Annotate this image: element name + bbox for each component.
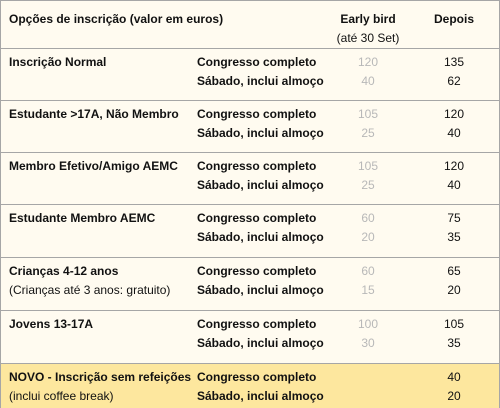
option: Congresso completo bbox=[197, 211, 317, 225]
header-title: Opções de inscrição (valor em euros) bbox=[9, 12, 224, 26]
group-label: Estudante >17A, Não Membro bbox=[9, 107, 179, 121]
option: Sábado, inclui almoço bbox=[197, 74, 324, 88]
group-label: Inscrição Normal bbox=[9, 55, 107, 69]
after-price: 105 bbox=[443, 317, 465, 331]
early-bird-price: 25 bbox=[361, 126, 375, 140]
group-label: Estudante Membro AEMC bbox=[9, 211, 156, 225]
early-bird-price: 20 bbox=[361, 230, 375, 244]
early-bird-price: 25 bbox=[361, 178, 375, 192]
option: Sábado, inclui almoço bbox=[197, 336, 324, 350]
after-price: 40 bbox=[447, 178, 461, 192]
option: Sábado, inclui almoço bbox=[197, 230, 324, 244]
early-bird-price: 60 bbox=[361, 211, 375, 225]
group-label: Membro Efetivo/Amigo AEMC bbox=[9, 159, 178, 173]
option: Congresso completo bbox=[197, 55, 317, 69]
table-group: Jovens 13-17A Congresso completo 100 105 Sáb… bbox=[1, 310, 499, 364]
early-bird-price: 120 bbox=[357, 55, 379, 69]
table-group: Membro Efetivo/Amigo AEMC Congresso compl… bbox=[1, 152, 499, 205]
after-price: 20 bbox=[447, 389, 461, 403]
option: Sábado, inclui almoço bbox=[197, 178, 324, 192]
option: Sábado, inclui almoço bbox=[197, 126, 324, 140]
group-note: (inclui coffee break) bbox=[9, 389, 114, 403]
after-price: 65 bbox=[447, 264, 461, 278]
option: Sábado, inclui almoço bbox=[197, 283, 324, 297]
group-label: Crianças 4-12 anos bbox=[9, 264, 119, 278]
option: Congresso completo bbox=[197, 370, 317, 384]
group-label: Jovens 13-17A bbox=[9, 317, 94, 331]
early-bird-price: 30 bbox=[361, 336, 375, 350]
early-bird-price: 105 bbox=[357, 107, 379, 121]
option: Congresso completo bbox=[197, 317, 317, 331]
after-price: 120 bbox=[443, 107, 465, 121]
option: Congresso completo bbox=[197, 159, 317, 173]
after-price: 35 bbox=[447, 230, 461, 244]
table-group: Estudante Membro AEMC Congresso completo 6… bbox=[1, 204, 499, 258]
after-price: 40 bbox=[447, 370, 461, 384]
group-label: NOVO - Inscrição sem refeições bbox=[9, 370, 192, 384]
early-bird-price: 105 bbox=[357, 159, 379, 173]
option: Congresso completo bbox=[197, 264, 317, 278]
option: Sábado, inclui almoço bbox=[197, 389, 324, 403]
table-group: Estudante >17A, Não Membro Congresso comp… bbox=[1, 100, 499, 153]
after-price: 135 bbox=[443, 55, 465, 69]
header-early-bird: Early bird bbox=[340, 12, 396, 26]
early-bird-price: 40 bbox=[361, 74, 375, 88]
header-after: Depois bbox=[433, 12, 475, 26]
after-price: 35 bbox=[447, 336, 461, 350]
after-price: 120 bbox=[443, 159, 465, 173]
after-price: 75 bbox=[447, 211, 461, 225]
table-group: Crianças 4-12 anos (Crianças até 3 anos: … bbox=[1, 257, 499, 311]
early-bird-price: 15 bbox=[361, 283, 375, 297]
group-note: (Crianças até 3 anos: gratuito) bbox=[9, 283, 171, 297]
after-price: 40 bbox=[447, 126, 461, 140]
early-bird-price: 60 bbox=[361, 264, 375, 278]
header-early-bird-note: (até 30 Set) bbox=[336, 31, 400, 45]
after-price: 20 bbox=[447, 283, 461, 297]
after-price: 62 bbox=[447, 74, 461, 88]
option: Congresso completo bbox=[197, 107, 317, 121]
table-group: NOVO - Inscrição sem refeições (inclui co… bbox=[1, 363, 499, 408]
table-group: Inscrição Normal Congresso completo 120 135… bbox=[1, 48, 499, 101]
early-bird-price: 100 bbox=[357, 317, 379, 331]
